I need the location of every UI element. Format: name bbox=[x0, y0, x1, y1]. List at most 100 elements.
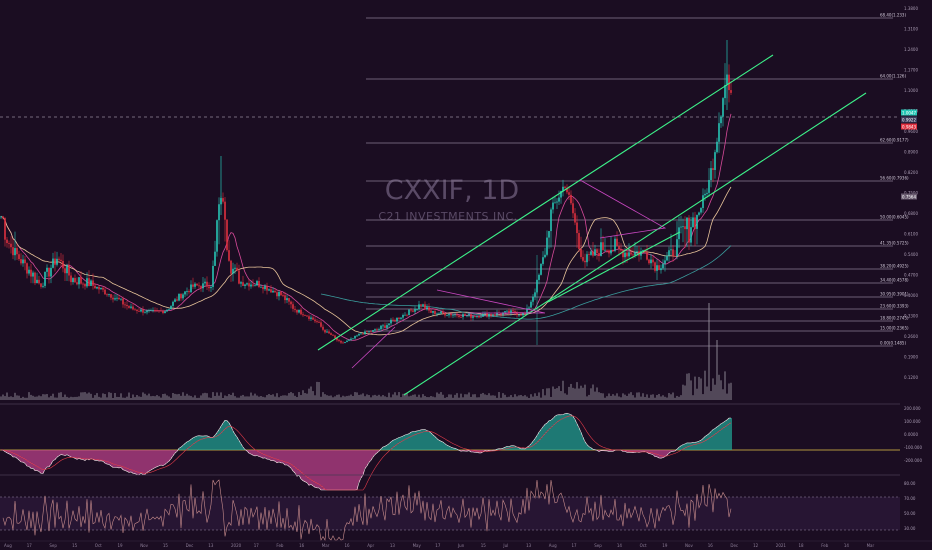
candle-body bbox=[254, 285, 256, 287]
macd-histogram-bar bbox=[238, 440, 240, 450]
macd-histogram-bar bbox=[184, 443, 186, 450]
volume-bar bbox=[580, 385, 582, 400]
volume-bar bbox=[404, 393, 406, 400]
macd-histogram-bar bbox=[544, 424, 546, 450]
macd-histogram-bar bbox=[462, 450, 464, 451]
macd-histogram-bar bbox=[654, 450, 656, 457]
volume-bar bbox=[574, 388, 576, 400]
candle-body bbox=[394, 320, 396, 322]
time-tick: Oct bbox=[95, 543, 102, 548]
macd-histogram-bar bbox=[86, 450, 88, 459]
volume-bar bbox=[290, 392, 292, 400]
volume-bar bbox=[358, 394, 360, 400]
candle-body bbox=[586, 254, 588, 263]
volume-bar bbox=[26, 397, 28, 400]
macd-histogram-bar bbox=[450, 447, 452, 450]
candle-body bbox=[300, 309, 302, 315]
time-tick: 14 bbox=[844, 543, 850, 548]
volume-bar bbox=[592, 384, 594, 400]
macd-histogram-bar bbox=[260, 450, 262, 458]
volume-bar bbox=[400, 397, 402, 400]
candle-body bbox=[556, 201, 558, 203]
volume-bar bbox=[58, 392, 60, 400]
volume-bar bbox=[518, 395, 520, 400]
volume-bar bbox=[12, 397, 14, 400]
macd-histogram-bar bbox=[446, 445, 448, 450]
macd-histogram-bar bbox=[90, 450, 92, 459]
volume-bar bbox=[534, 393, 536, 400]
macd-histogram-bar bbox=[384, 446, 386, 450]
macd-histogram-bar bbox=[66, 450, 68, 455]
candle-body bbox=[582, 257, 584, 261]
candle-body bbox=[208, 286, 210, 289]
macd-histogram-bar bbox=[350, 450, 352, 490]
candle-body bbox=[546, 237, 548, 255]
candle-body bbox=[714, 152, 716, 170]
candle-body bbox=[122, 298, 124, 305]
candle-body bbox=[202, 283, 204, 289]
fib-label: 64.00(1.126) bbox=[880, 74, 906, 79]
price-badge-label: 0.9922 bbox=[902, 118, 916, 123]
macd-histogram-bar bbox=[704, 436, 706, 450]
volume-bar bbox=[184, 395, 186, 400]
candle-body bbox=[272, 290, 274, 293]
macd-histogram-bar bbox=[242, 447, 244, 450]
candle-body bbox=[440, 311, 442, 314]
macd-tick: 200.000 bbox=[904, 406, 921, 411]
price-tick: 0.6100 bbox=[904, 232, 918, 237]
volume-bar bbox=[94, 395, 96, 400]
macd-histogram-bar bbox=[132, 450, 134, 474]
candle-body bbox=[204, 281, 206, 284]
candle-body bbox=[542, 257, 544, 264]
macd-histogram-bar bbox=[404, 435, 406, 450]
macd-histogram-bar bbox=[722, 422, 724, 450]
volume-bar bbox=[40, 396, 42, 400]
candle-body bbox=[382, 325, 384, 327]
macd-histogram-bar bbox=[456, 449, 458, 450]
volume-bar bbox=[260, 396, 262, 400]
macd-histogram-bar bbox=[584, 441, 586, 450]
volume-bar bbox=[558, 386, 560, 400]
macd-histogram-bar bbox=[500, 448, 502, 450]
macd-histogram-bar bbox=[154, 450, 156, 468]
candle-body bbox=[230, 260, 232, 274]
candle-body bbox=[282, 295, 284, 296]
macd-histogram-bar bbox=[24, 450, 26, 464]
candle-body bbox=[514, 311, 516, 314]
volume-bar bbox=[652, 394, 654, 400]
macd-histogram-bar bbox=[4, 450, 6, 452]
macd-histogram-bar bbox=[84, 450, 86, 461]
macd-histogram-bar bbox=[638, 450, 640, 453]
macd-histogram-bar bbox=[152, 450, 154, 469]
candle-body bbox=[120, 298, 122, 300]
volume-bar bbox=[146, 395, 148, 400]
candle-body bbox=[4, 218, 6, 240]
macd-histogram-bar bbox=[122, 450, 124, 470]
candle-body bbox=[570, 194, 572, 204]
volume-bar bbox=[212, 392, 214, 400]
volume-bar bbox=[38, 395, 40, 400]
candle-body bbox=[198, 285, 200, 287]
volume-bar bbox=[508, 396, 510, 400]
candle-body bbox=[60, 259, 62, 261]
macd-histogram-bar bbox=[708, 433, 710, 450]
volume-bar bbox=[346, 395, 348, 400]
candle-body bbox=[718, 123, 720, 142]
volume-bar bbox=[542, 389, 544, 400]
volume-bar bbox=[406, 392, 408, 400]
macd-histogram-bar bbox=[434, 436, 436, 450]
volume-bar bbox=[690, 380, 692, 400]
time-tick: Oct bbox=[640, 543, 647, 548]
macd-histogram-bar bbox=[392, 440, 394, 450]
macd-histogram-bar bbox=[554, 416, 556, 450]
macd-histogram-bar bbox=[548, 420, 550, 450]
candle-body bbox=[476, 315, 478, 317]
candle-body bbox=[720, 116, 722, 124]
candle-body bbox=[574, 213, 576, 223]
volume-bar bbox=[180, 395, 182, 400]
macd-panel: 200.000 100.000 0.0000 -100.000 -200.000 bbox=[0, 403, 922, 491]
candle-body bbox=[98, 286, 100, 290]
volume-bar bbox=[730, 382, 732, 400]
candle-body bbox=[318, 321, 320, 323]
